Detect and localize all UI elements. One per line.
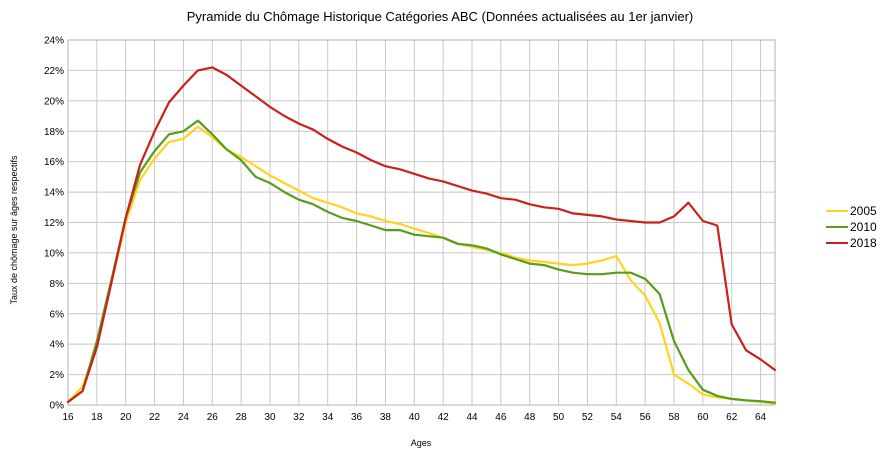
series-line-2010	[66, 119, 777, 404]
x-tick-label: 30	[264, 412, 276, 423]
x-tick-label: 56	[640, 412, 652, 423]
x-tick-label: 38	[380, 412, 392, 423]
legend-label-2018: 2018	[850, 236, 877, 250]
x-axis-label: Ages	[411, 438, 432, 448]
x-tick-label: 18	[91, 412, 103, 423]
chart-title: Pyramide du Chômage Historique Catégorie…	[187, 9, 694, 24]
legend-label-2005: 2005	[850, 204, 877, 218]
x-tick-label: 20	[120, 412, 132, 423]
y-tick-label: 24%	[44, 36, 64, 47]
x-tick-label: 64	[755, 412, 767, 423]
x-tick-label: 16	[62, 412, 74, 423]
x-tick-label: 52	[582, 412, 594, 423]
x-tick-label: 24	[178, 412, 190, 423]
y-tick-label: 2%	[50, 370, 65, 381]
x-tick-label: 40	[409, 412, 421, 423]
x-tick-label: 26	[207, 412, 219, 423]
y-tick-label: 16%	[44, 157, 64, 168]
y-tick-label: 12%	[44, 218, 64, 229]
x-tick-label: 32	[293, 412, 305, 423]
x-tick-label: 60	[697, 412, 709, 423]
y-tick-label: 4%	[50, 340, 65, 351]
gridlines	[67, 39, 775, 406]
x-tick-label: 36	[351, 412, 363, 423]
x-tick-labels: 16 18 20 22 24 26 28 30 32 34 36 38 40 42 44 46 48 50 52 54…	[62, 412, 766, 423]
legend-label-2010: 2010	[850, 220, 877, 234]
y-axis-label: Taux de chômage sur âges respectifs	[9, 155, 19, 305]
x-tick-label: 46	[495, 412, 507, 423]
y-tick-label: 8%	[50, 279, 65, 290]
x-tick-label: 22	[149, 412, 161, 423]
y-tick-label: 20%	[44, 96, 64, 107]
x-tick-label: 34	[322, 412, 334, 423]
y-tick-label: 0%	[50, 401, 65, 412]
x-tick-label: 28	[236, 412, 248, 423]
y-tick-labels: 0% 2% 4% 6% 8% 10% 12% 14% 16% 18% 20% 22% 24%	[44, 36, 64, 412]
x-tick-label: 48	[524, 412, 536, 423]
y-tick-label: 6%	[50, 309, 65, 320]
legend: 2005 2010 2018	[826, 204, 877, 250]
x-tick-label: 42	[438, 412, 450, 423]
x-tick-label: 44	[466, 412, 478, 423]
series-line-2018	[66, 66, 777, 404]
x-tick-label: 58	[668, 412, 680, 423]
y-tick-label: 14%	[44, 188, 64, 199]
y-tick-label: 10%	[44, 248, 64, 259]
x-tick-label: 54	[611, 412, 623, 423]
series-lines	[66, 66, 777, 405]
y-tick-label: 22%	[44, 66, 64, 77]
x-tick-label: 50	[553, 412, 565, 423]
y-tick-label: 18%	[44, 127, 64, 138]
x-tick-label: 62	[726, 412, 738, 423]
series-line-2005	[66, 125, 777, 405]
plot-frame	[67, 39, 776, 406]
